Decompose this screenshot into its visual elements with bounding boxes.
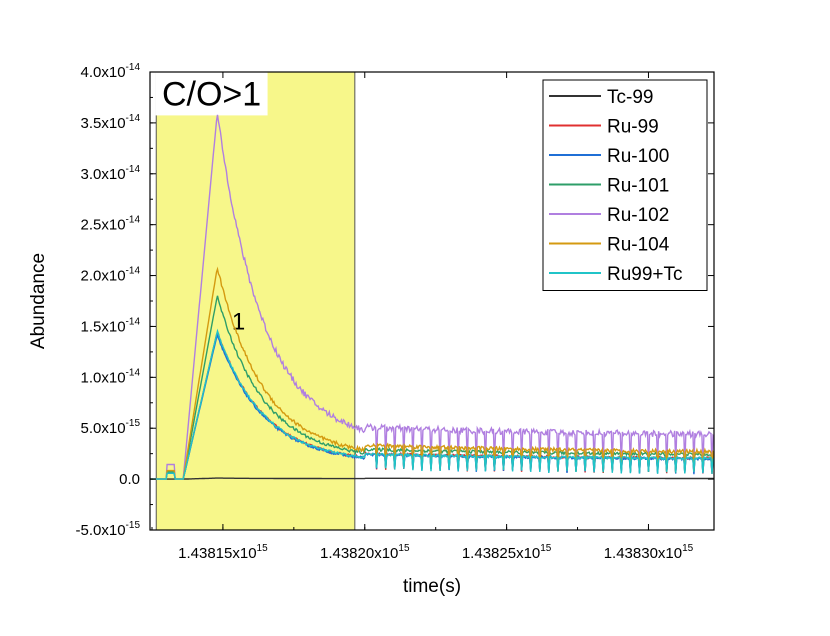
x-axis-label: time(s) (403, 576, 461, 597)
y-tick-label: 1.5x10-14 (81, 316, 141, 335)
series-line-ru-104 (150, 266, 715, 480)
series-layer (150, 114, 715, 480)
y-tick-label: 0.0 (119, 471, 140, 488)
x-tick-label: 1.43820x1015 (320, 543, 410, 562)
y-tick-label: 2.0x10-14 (81, 266, 141, 285)
y-tick-label: 5.0x10-15 (81, 418, 141, 437)
legend-label: Ru99+Tc (607, 264, 683, 285)
y-axis-label: Abundance (28, 253, 49, 349)
legend-label: Ru-102 (607, 205, 669, 226)
y-axis: -5.0x10-15 0.0 5.0x10-15 1.0x10-14 1.5x10-14… (76, 62, 714, 539)
annotation-layer: C/O>1 1 (155, 67, 268, 335)
y-tick-label: -5.0x10-15 (76, 520, 141, 539)
annotation-box (155, 67, 268, 116)
x-axis: 1.43815x1015 1.43820x1015 1.43825x1015 1.43… (151, 72, 694, 562)
legend-label: Ru-99 (607, 117, 659, 138)
y-tick-label: 3.0x10-14 (81, 164, 141, 183)
legend-label: Ru-101 (607, 176, 669, 197)
annotation-label: C/O>1 (162, 75, 261, 113)
annotation-label: 1 (232, 308, 245, 335)
legend-label: Ru-104 (607, 235, 670, 256)
x-tick-label: 1.43830x1015 (604, 543, 694, 562)
x-tick-label: 1.43815x1015 (178, 543, 268, 562)
y-tick-label: 1.0x10-14 (81, 367, 141, 386)
y-tick-label: 4.0x10-14 (81, 62, 141, 81)
legend: Tc-99 Ru-99 Ru-100 Ru-101 Ru-102 Ru-104 Ru99+T… (542, 79, 708, 291)
series-line-tc-99 (150, 477, 714, 480)
series-line-ru99-tc (150, 328, 715, 480)
x-tick-label: 1.43825x1015 (462, 543, 552, 562)
legend-label: Tc-99 (607, 87, 653, 108)
y-tick-label: 2.5x10-14 (81, 215, 141, 234)
series-line-ru-102 (150, 114, 715, 480)
y-tick-label: 3.5x10-14 (81, 113, 141, 132)
legend-label: Ru-100 (607, 146, 669, 167)
